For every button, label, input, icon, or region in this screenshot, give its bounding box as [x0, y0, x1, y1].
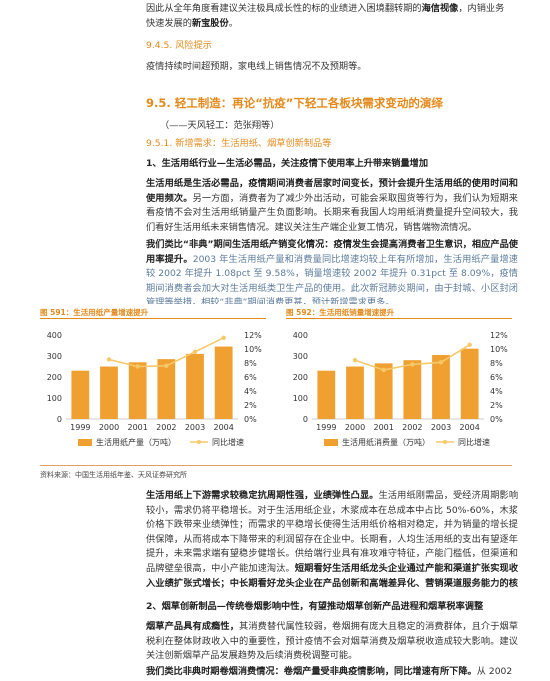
y2-tick-label: 0% [490, 415, 503, 424]
chart-592: 0 100 200 300 400 0% 2% 4% 6% 8% 10% 12% 1999 2000 200… [286, 327, 512, 467]
paragraph-2: 我们类比“非典”期间生活用纸产销变化情况：疫情发生会提高消费者卫生意识，相应产品… [146, 239, 518, 304]
intro-line-1: 因此从全年角度看建议关注极具成长性的标的业绩进入困境翻转期的海信视像，内销业务 [146, 3, 505, 14]
legend-line-marker [197, 440, 201, 444]
section-heading: 9.5. 轻工制造：再论“抗疫”下轻工各板块需求变动的演绎 [146, 96, 443, 110]
y2-tick-label: 4% [490, 387, 503, 396]
bar [128, 362, 147, 419]
y2-tick-label: 2% [244, 401, 257, 410]
x-tick-label: 2004 [459, 423, 479, 432]
bar [186, 353, 204, 419]
y2-tick-label: 6% [490, 373, 503, 382]
bar [317, 370, 336, 419]
y2-tick-label: 12% [490, 331, 508, 340]
y-tick-label: 400 [293, 331, 308, 340]
growth-point [192, 349, 198, 354]
x-tick-label: 2003 [431, 423, 451, 432]
paragraph-3: 生活用纸上下游需求较稳定抗周期性强，业绩弹性凸显。生活用纸刚需品，受经济周期影响… [146, 490, 518, 589]
x-tick-label: 2002 [156, 423, 176, 432]
x-tick-label: 1999 [316, 423, 336, 432]
legend-line-marker [443, 440, 447, 444]
y2-tick-label: 8% [244, 359, 257, 368]
bar [100, 366, 118, 419]
bar [460, 348, 479, 419]
chart-591-svg: 0 100 200 300 400 0% 2% 4% 6% 8% 10% 12% 1999 2000 200… [47, 331, 262, 447]
risk-body: 疫情持续时间超预期，家电线上销售情况不及预期等。 [146, 61, 367, 72]
section-authors: （——天风轻工：范张翔等） [160, 120, 280, 131]
growth-point [135, 364, 140, 369]
paragraph-1: 生活用纸是生活必需品，疫情期间消费者居家时间变长，预计会提升生活用纸的使用时间和… [146, 178, 518, 233]
figure-591-rule [40, 318, 266, 319]
x-tick-label: 2002 [402, 423, 422, 432]
growth-point [164, 363, 169, 368]
x-tick-label: 2001 [373, 423, 393, 432]
y-tick-label: 100 [293, 394, 308, 403]
y-tick-label: 100 [47, 394, 62, 403]
paragraph-5: 我们类比非典时期卷烟消费情况：卷烟产量受非典疫情影响，同比增速有所下降。从 20… [146, 666, 513, 677]
paragraph-4: 烟草产品具有成瘾性，其消费替代属性较弱，卷烟拥有庞大且稳定的消费群体，且介于烟草… [146, 621, 518, 662]
x-tick-label: 1999 [70, 423, 90, 432]
bar [374, 363, 393, 419]
x-tick-label: 2000 [99, 423, 119, 432]
legend-bar-label: 生活用纸消费量（万吨） [342, 437, 430, 447]
bar [214, 346, 233, 419]
y-tick-label: 200 [293, 373, 308, 382]
intro-line-2: 快速发展的新宝股份。 [146, 18, 238, 29]
bar [71, 370, 90, 419]
y-tick-label: 200 [47, 373, 62, 382]
legend-bar-label: 生活用纸产量（万吨） [96, 437, 176, 447]
y2-tick-label: 2% [490, 401, 503, 410]
y2-tick-label: 0% [244, 415, 257, 424]
y2-tick-label: 6% [244, 373, 257, 382]
chart-592-svg: 0 100 200 300 400 0% 2% 4% 6% 8% 10% 12% 1999 2000 200… [293, 331, 508, 447]
legend-bar-swatch [78, 439, 92, 446]
bar [157, 359, 176, 419]
y-tick-label: 300 [293, 352, 308, 361]
x-tick-label: 2003 [185, 423, 205, 432]
x-tick-label: 2000 [345, 423, 365, 432]
point-2-heading: 2、烟草创新制品—传统卷烟影响中性，有望推动烟草创新产品进程和烟草税率调整 [146, 601, 484, 612]
bar [432, 354, 450, 419]
growth-point [467, 342, 472, 347]
growth-point [410, 362, 415, 367]
figure-591-caption: 图 591：生活用纸产量增速提升 [40, 308, 149, 317]
y-tick-label: 0 [303, 415, 308, 424]
figure-592-caption: 图 592：生活用纸销量增速提升 [286, 308, 395, 317]
subsection-heading: 9.5.1. 新增需求：生活用纸、烟草创新制品等 [146, 138, 332, 149]
risk-heading: 9.4.5. 风险提示 [146, 40, 212, 51]
y-tick-label: 300 [47, 352, 62, 361]
y2-tick-label: 12% [244, 331, 262, 340]
source-rule [40, 465, 512, 466]
y2-tick-label: 8% [490, 359, 503, 368]
growth-point [352, 358, 358, 363]
y-tick-label: 0 [57, 415, 62, 424]
chart-591: 0 100 200 300 400 0% 2% 4% 6% 8% 10% 12% 1999 2000 200… [40, 327, 266, 467]
bar [346, 366, 364, 419]
source-note: 资料来源：中国生活用纸年鉴、天风证券研究所 [40, 471, 187, 479]
bar [403, 360, 422, 419]
growth-point [381, 367, 386, 373]
figure-592-rule [286, 318, 512, 319]
y-tick-label: 400 [47, 331, 62, 340]
point-1-heading: 1、生活用纸行业—生活必需品，关注疫情下使用率上升带来销量增加 [146, 158, 429, 169]
growth-point [438, 360, 444, 365]
legend-line-label: 同比增速 [212, 437, 244, 447]
y2-tick-label: 4% [244, 387, 257, 396]
x-tick-label: 2001 [127, 423, 147, 432]
growth-point [221, 335, 226, 340]
y2-tick-label: 10% [490, 345, 508, 354]
growth-point [106, 357, 112, 362]
x-tick-label: 2004 [213, 423, 233, 432]
legend-line-label: 同比增速 [458, 437, 490, 447]
y2-tick-label: 10% [244, 345, 262, 354]
legend-bar-swatch [324, 439, 338, 446]
